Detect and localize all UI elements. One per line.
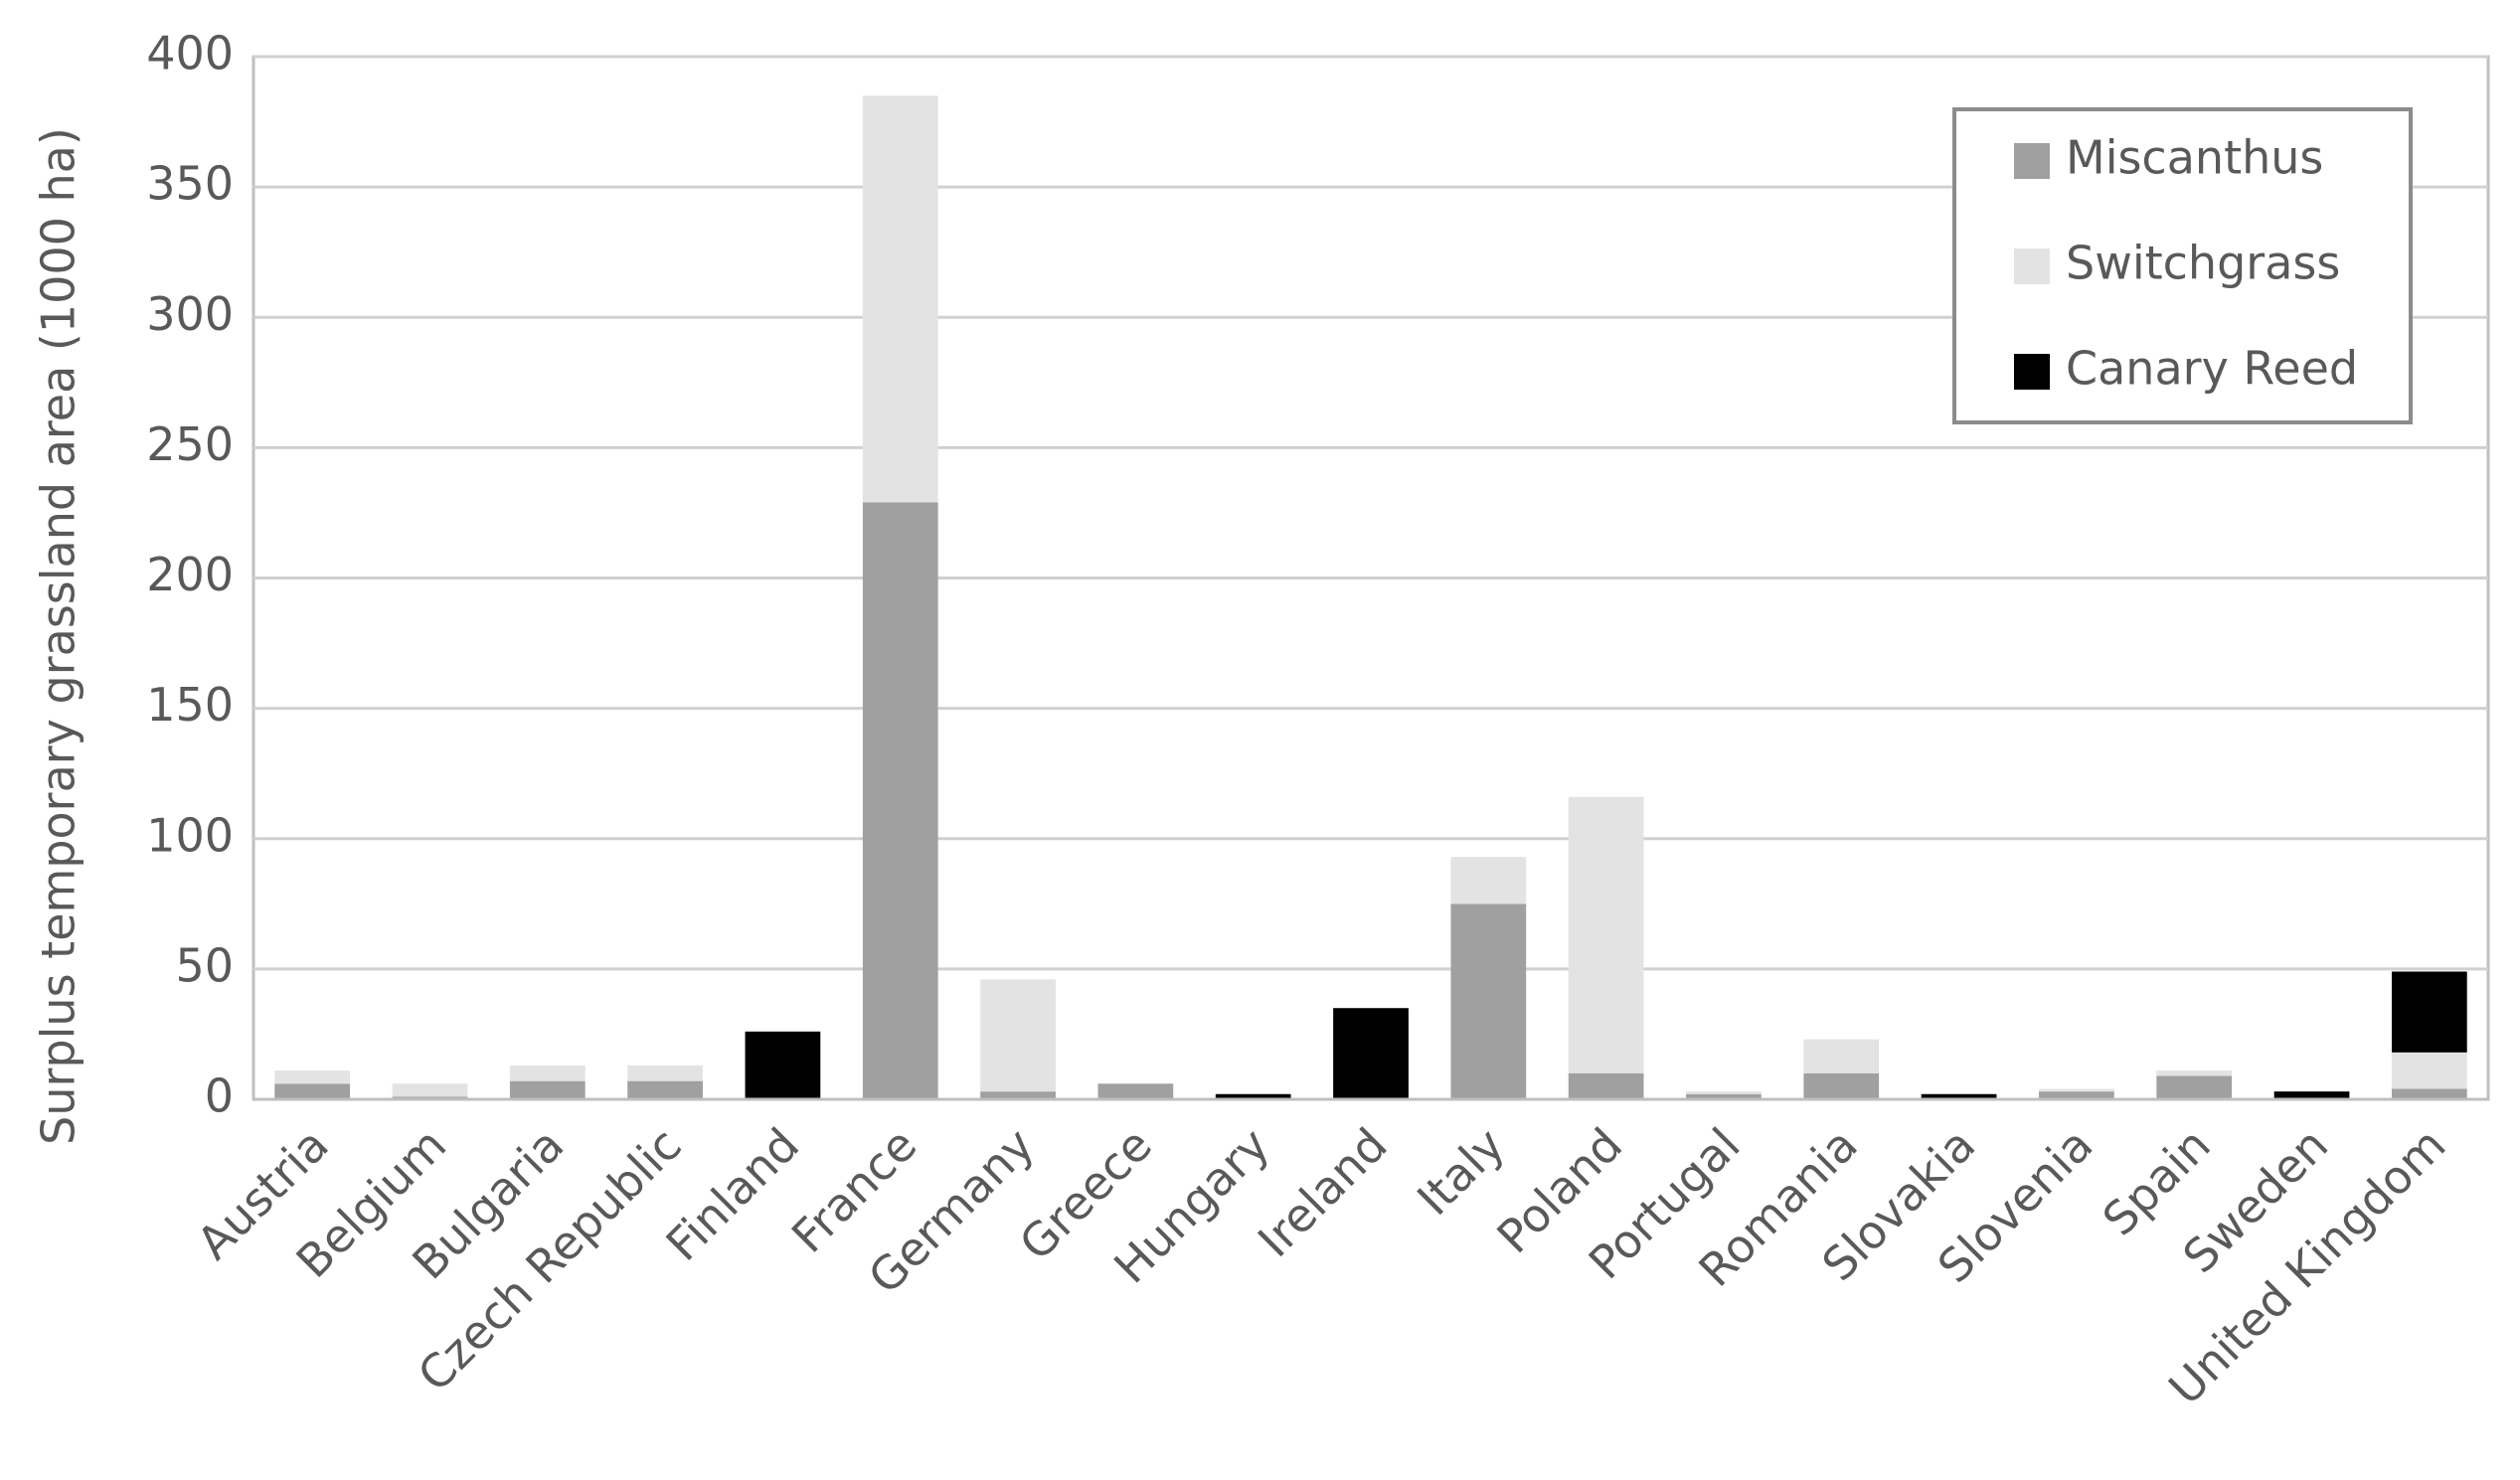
y-tick-label: 300 [146,287,234,341]
y-tick-label: 100 [146,808,234,862]
bar-segment [1803,1039,1880,1073]
bar-segment [627,1065,703,1081]
bar-segment [627,1080,703,1099]
y-tick-label: 150 [146,678,234,732]
bar-segment [862,502,938,1099]
legend-swatch [2014,143,2050,179]
bar-segment [2156,1070,2233,1076]
bar-segment [980,979,1056,1092]
bar-segment [1450,904,1527,1099]
y-tick-label: 350 [146,157,234,211]
bar-segment [274,1070,351,1084]
bar-segment [1097,1083,1174,1099]
bar-segment [1803,1072,1880,1099]
bar-segment [2273,1091,2350,1099]
bar-segment [745,1031,821,1099]
bar-segment [2391,1052,2467,1089]
legend-label: Miscanthus [2066,131,2323,185]
y-tick-label: 200 [146,548,234,601]
bar-segment [862,95,938,503]
y-tick-label: 50 [175,938,234,992]
bar-segment [1921,1093,1997,1099]
bar-segment [980,1091,1056,1099]
bar-segment [2391,971,2467,1053]
legend-label: Switchgrass [2066,237,2340,290]
x-tick-label: Finland [656,1117,809,1270]
bar-segment [2039,1091,2114,1099]
bar-segment [1686,1091,1762,1094]
bar-segment [1568,1072,1644,1099]
x-tick-label: Ireland [1248,1117,1398,1267]
bar-segment [1450,857,1527,904]
bar-segment [1686,1093,1762,1099]
bar-segment [2039,1088,2114,1092]
bar-segment [274,1083,351,1099]
y-tick-label: 250 [146,417,234,471]
x-tick-label: Italy [1407,1117,1515,1226]
legend-swatch [2014,248,2050,284]
bar-segment [1568,796,1644,1073]
bar-segment [509,1080,586,1099]
bar-segment [392,1083,468,1097]
bar-segment [2391,1088,2467,1099]
bar-segment [2156,1075,2233,1099]
legend-label: Canary Reed [2066,342,2358,396]
y-tick-label: 400 [146,27,234,81]
bar-segment [1215,1093,1291,1099]
bar-segment [1333,1008,1409,1099]
bar-segment [509,1065,586,1081]
y-axis-title: Surplus temporary grassland area (1000 h… [32,127,85,1145]
y-tick-label: 0 [205,1069,234,1123]
legend-swatch [2014,354,2050,390]
